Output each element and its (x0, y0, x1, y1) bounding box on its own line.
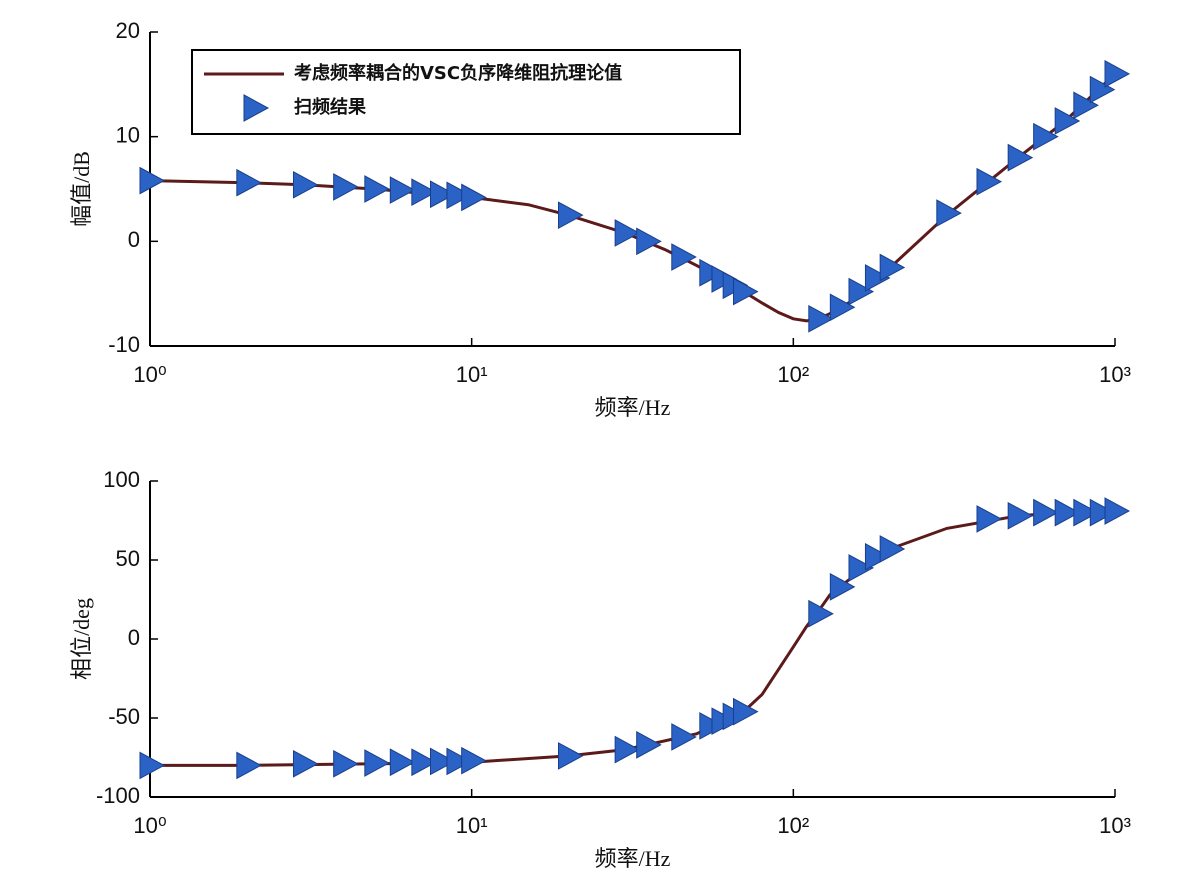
y-tick-label: 100 (103, 467, 140, 492)
scan-marker (848, 277, 875, 306)
scan-marker (236, 751, 262, 780)
scan-marker (936, 199, 962, 227)
scan-marker (808, 599, 834, 628)
x-axis-label: 频率/Hz (595, 395, 671, 420)
x-tick-label: 10⁰ (133, 813, 166, 838)
scan-marker (879, 253, 906, 282)
scan-marker (1007, 501, 1034, 530)
y-tick-label: 0 (128, 625, 140, 650)
x-tick-label: 10¹ (456, 362, 488, 387)
scan-marker (976, 505, 1003, 533)
legend-box (191, 49, 741, 135)
scan-marker (733, 277, 759, 306)
scan-marker (636, 731, 662, 759)
scan-marker (364, 175, 390, 203)
theory-line (150, 507, 1116, 767)
scan-marker (446, 747, 472, 776)
scan-marker (733, 697, 759, 726)
scan-marker (461, 183, 487, 212)
y-axis-label: 幅值/dB (69, 151, 94, 227)
x-tick-label: 10² (777, 362, 809, 387)
scan-marker (614, 219, 641, 247)
scan-marker (333, 749, 359, 778)
scan-marker (446, 181, 472, 210)
legend-label: 考虑频率耦合的VSC负序降维阻抗理论值 (294, 62, 622, 84)
scan-marker (671, 243, 697, 271)
scan-marker (333, 173, 359, 201)
scan-marker (879, 535, 906, 563)
scan-marker (864, 264, 891, 292)
scan-marker (139, 751, 166, 780)
y-tick-label: 20 (116, 18, 140, 43)
scan-marker (411, 178, 437, 206)
y-tick-label: 0 (128, 227, 140, 252)
scan-marker (461, 746, 487, 775)
legend-label: 扫频结果 (294, 96, 367, 118)
scan-marker (1073, 498, 1099, 527)
scan-marker (1007, 143, 1034, 172)
x-tick-label: 10⁰ (133, 362, 166, 387)
scan-marker (1104, 497, 1131, 525)
scan-marker (292, 749, 319, 778)
x-tick-label: 10³ (1099, 813, 1131, 838)
scan-marker (1089, 75, 1116, 104)
x-axis-label: 频率/Hz (595, 846, 671, 871)
y-tick-label: 10 (116, 122, 140, 147)
scan-marker (1054, 107, 1081, 135)
scan-marker (614, 735, 641, 764)
scan-marker (429, 180, 456, 209)
scan-marker (976, 167, 1003, 196)
scan-marker (429, 747, 456, 776)
scan-marker (864, 543, 891, 571)
y-tick-label: -10 (108, 332, 140, 357)
scan-marker (364, 749, 390, 777)
x-tick-label: 10² (777, 813, 809, 838)
scan-marker (389, 176, 416, 204)
scan-marker (1033, 122, 1059, 151)
y-tick-label: 50 (116, 546, 140, 571)
scan-marker (848, 554, 875, 582)
scan-marker (1089, 498, 1116, 527)
scan-marker (1104, 60, 1131, 88)
y-axis-label: 相位/deg (69, 598, 94, 680)
scan-marker (411, 748, 437, 777)
x-tick-label: 10³ (1099, 362, 1131, 387)
scan-marker (139, 166, 166, 195)
x-tick-label: 10¹ (456, 813, 488, 838)
y-tick-label: -100 (96, 783, 140, 808)
scan-marker (557, 742, 584, 770)
scan-marker (389, 748, 416, 777)
scan-marker (829, 293, 856, 322)
scan-marker (1073, 91, 1099, 120)
scan-marker (236, 168, 262, 197)
scan-marker (808, 304, 834, 333)
scan-marker (292, 170, 319, 199)
scan-marker (1054, 498, 1081, 527)
scan-marker (636, 227, 662, 256)
y-tick-label: -50 (108, 704, 140, 729)
scan-marker (829, 573, 856, 601)
scan-marker (1033, 498, 1059, 527)
legend-marker (243, 94, 270, 122)
scan-marker (671, 723, 697, 751)
scan-marker (557, 201, 584, 230)
